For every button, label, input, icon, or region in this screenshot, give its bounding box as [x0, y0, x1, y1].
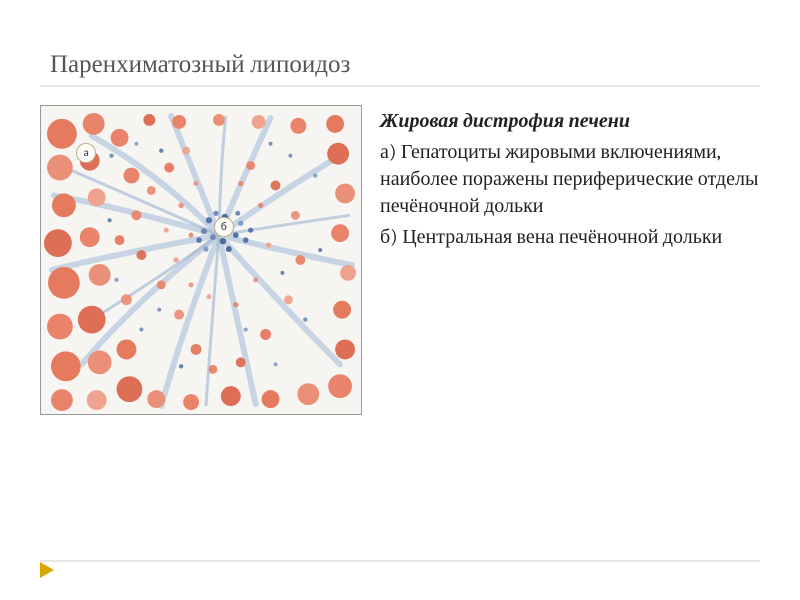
marker-a-label: а	[84, 146, 89, 159]
point-a: а) Гепатоциты жировыми включениями, наиб…	[380, 138, 760, 219]
footer-divider	[40, 560, 760, 562]
content-row: а б Жировая дистрофия печени а) Гепатоци…	[40, 105, 760, 415]
marker-b-label: б	[221, 220, 227, 233]
slide-title: Паренхиматозный липоидоз	[40, 50, 760, 79]
histology-image: а б	[40, 105, 362, 415]
subtitle: Жировая дистрофия печени	[380, 107, 760, 134]
point-b: б) Центральная вена печёночной дольки	[380, 223, 760, 250]
nav-arrow-icon[interactable]	[40, 562, 54, 578]
title-divider	[40, 85, 760, 87]
text-column: Жировая дистрофия печени а) Гепатоциты ж…	[380, 105, 760, 415]
marker-b: б	[214, 217, 234, 237]
slide: Паренхиматозный липоидоз	[0, 0, 800, 600]
